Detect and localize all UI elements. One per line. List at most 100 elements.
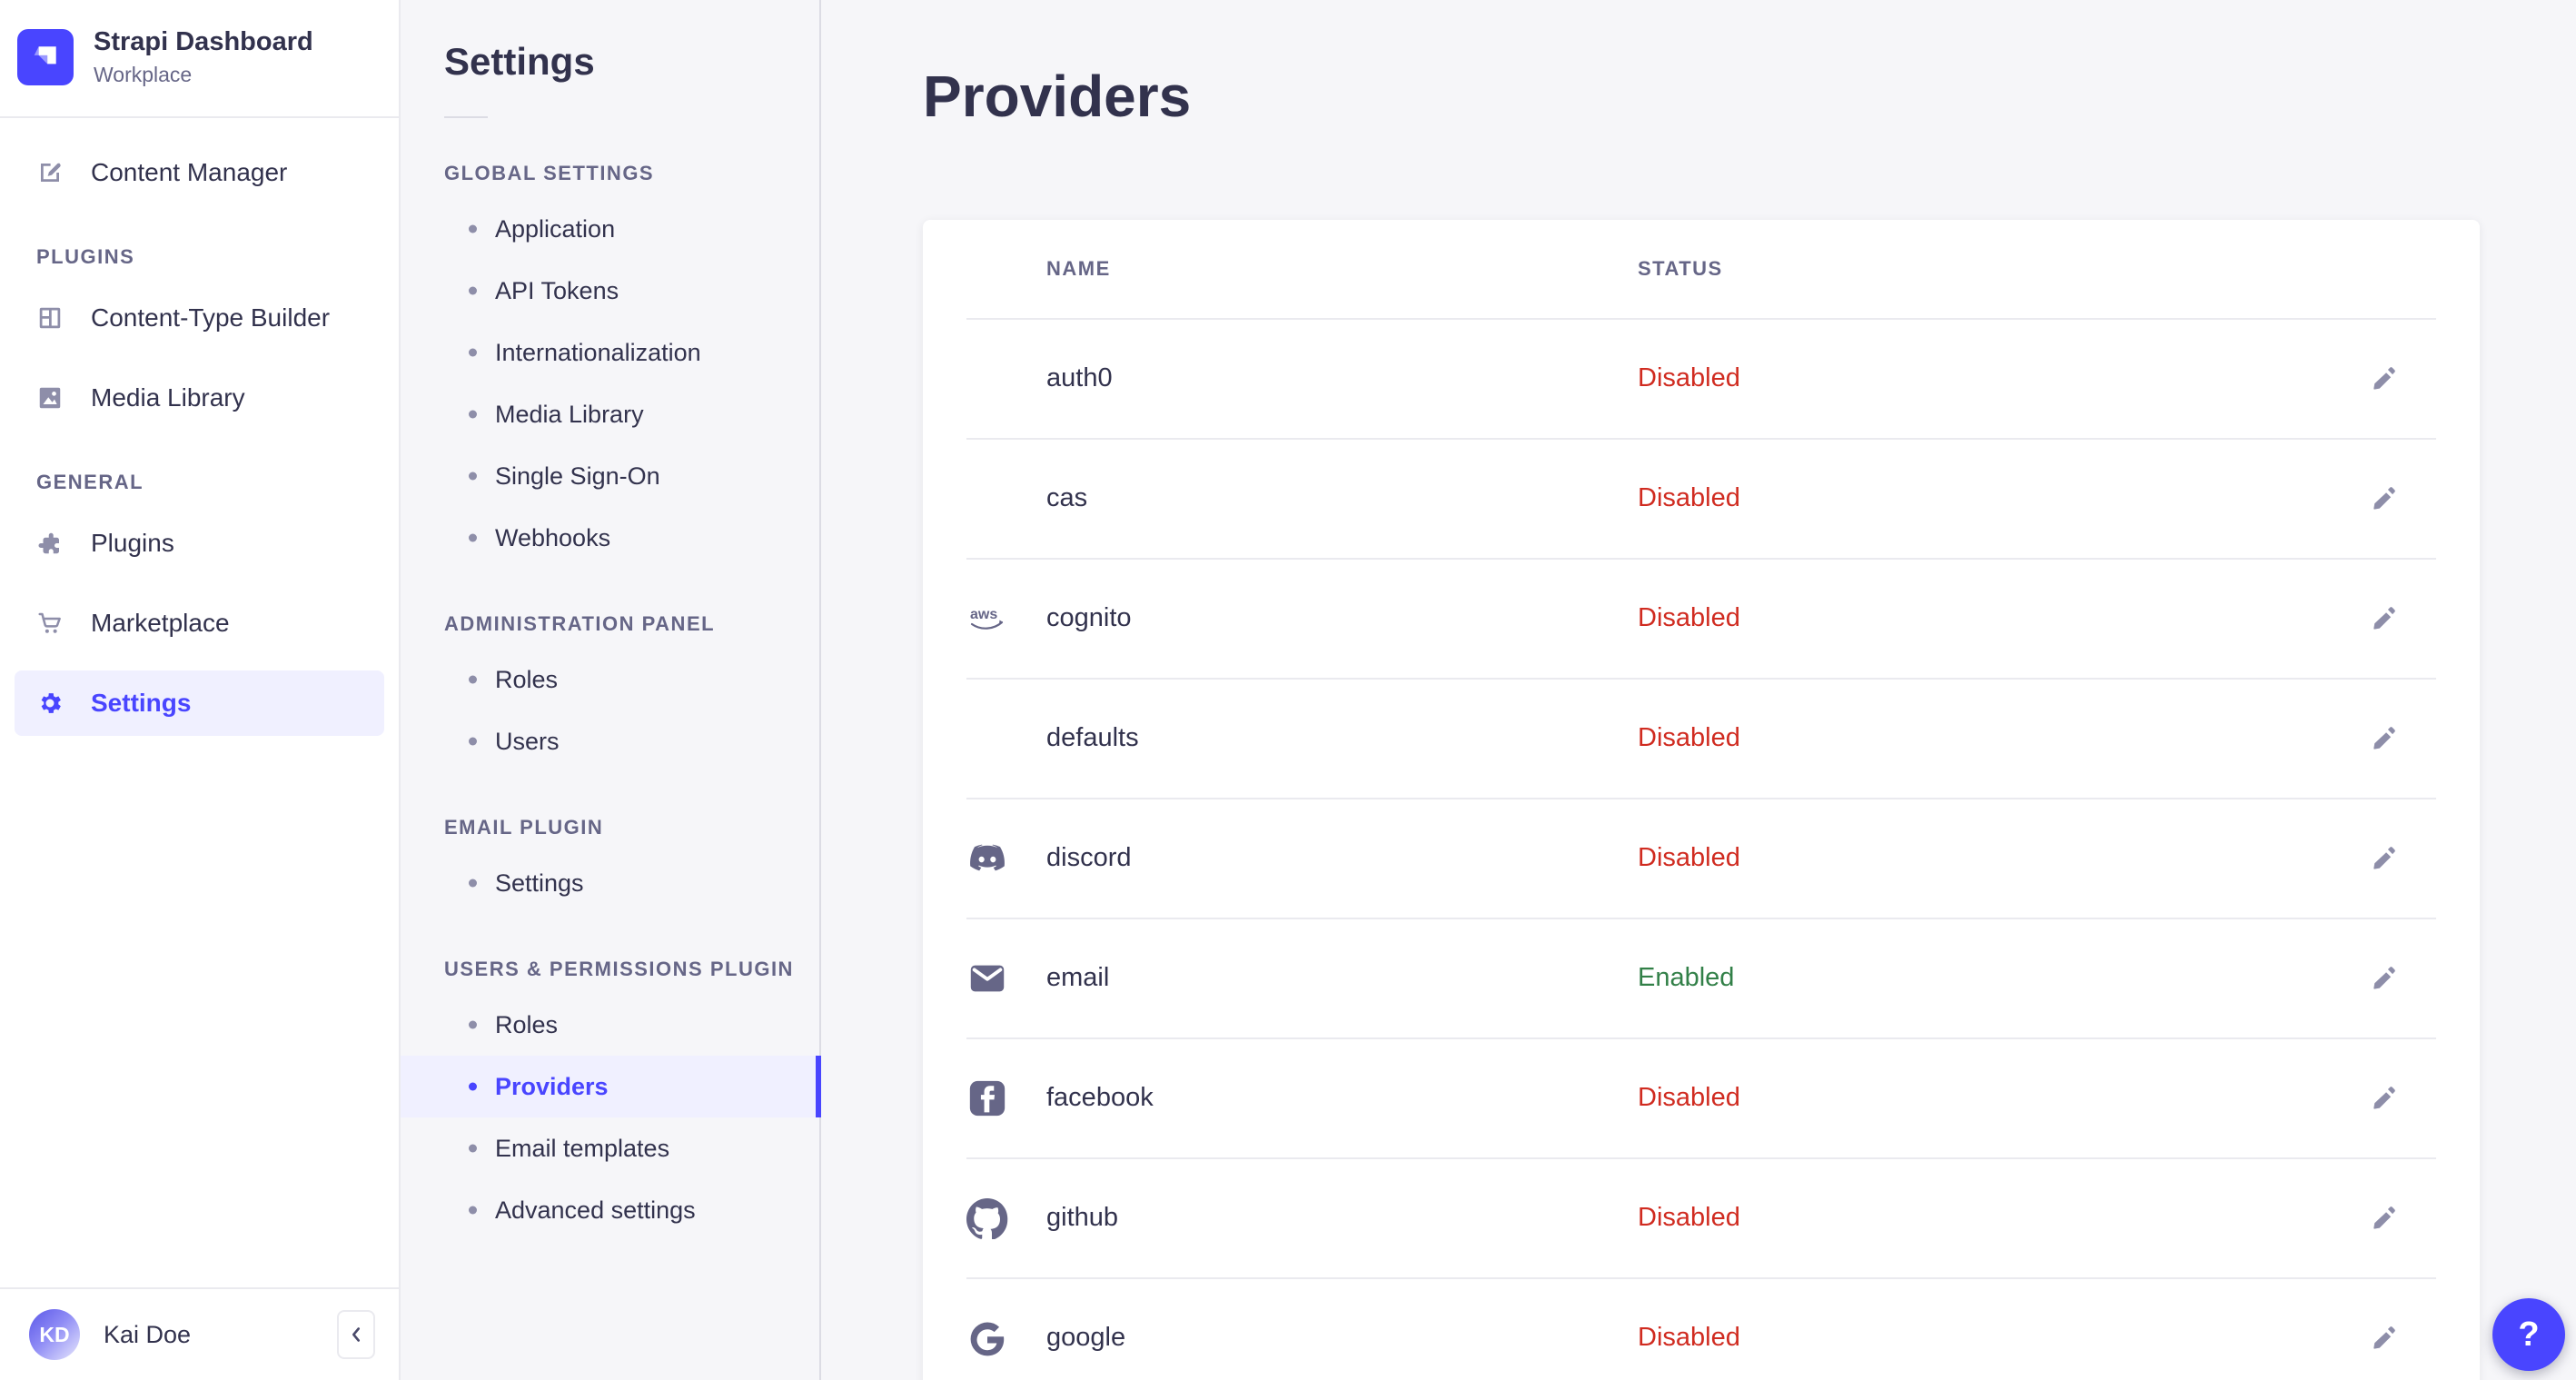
provider-name: email [1046,963,1110,993]
sidebar-section-plugins: PLUGINS [36,245,135,269]
bullet-dot [469,1206,477,1215]
provider-icon-slot [966,358,1008,400]
table-row[interactable]: github Disabled [966,1159,2436,1279]
subnav-list-administration-panel: Roles Users [401,649,819,772]
settings-nav-item[interactable]: Users [401,710,819,772]
sidebar-item-content-type-builder[interactable]: Content-Type Builder [15,285,384,351]
collapse-sidebar-button[interactable] [337,1310,375,1359]
subnav-list-users-permissions-plugin: Roles Providers Email templates Advanced… [401,994,821,1241]
settings-nav-item[interactable]: Webhooks [401,507,819,569]
edit-provider-button[interactable] [2363,1198,2403,1238]
providers-table-card: NAME STATUS auth0 Disabled [923,219,2480,1380]
sidebar-item-marketplace[interactable]: Marketplace [15,591,384,656]
settings-nav-item[interactable]: Single Sign-On [401,445,819,507]
avatar: KD [29,1309,80,1360]
sidebar-item-media-library[interactable]: Media Library [15,365,384,431]
brand: Strapi Dashboard Workplace [0,0,399,119]
bullet-dot [469,675,477,684]
edit-provider-button[interactable] [2363,1078,2403,1118]
aws-icon: aws [966,598,1008,640]
settings-nav-item[interactable]: Settings [401,852,819,914]
subnav-section-email-plugin: EMAIL PLUGIN [444,816,604,839]
settings-nav-item[interactable]: Providers [401,1056,821,1117]
edit-provider-button[interactable] [2363,359,2403,399]
settings-nav-item[interactable]: Internationalization [401,322,819,383]
provider-name: google [1046,1323,1126,1353]
settings-subnav: Settings GLOBAL SETTINGS Application API… [401,0,821,1380]
table-header: NAME STATUS [966,220,2436,320]
main-sidebar: Strapi Dashboard Workplace Content Manag… [0,0,401,1380]
settings-nav-item-label: API Tokens [495,276,619,304]
settings-nav-item-label: Webhooks [495,523,611,551]
provider-name: discord [1046,843,1132,873]
settings-nav-item[interactable]: API Tokens [401,260,819,322]
subnav-section-administration-panel: ADMINISTRATION PANEL [444,612,716,635]
table-row[interactable]: auth0 Disabled [966,320,2436,440]
edit-pencil-icon [2369,364,2398,393]
settings-nav-item[interactable]: Application [401,198,819,260]
settings-nav-item[interactable]: Email templates [401,1117,819,1179]
edit-pencil-icon [2369,844,2398,873]
settings-nav-item-label: Application [495,214,616,243]
provider-name: defaults [1046,723,1139,753]
discord-icon [966,838,1008,879]
sidebar-item-label: Marketplace [91,609,230,638]
sidebar-footer: KD Kai Doe [0,1287,399,1380]
provider-status: Enabled [1638,963,1735,993]
sidebar-item-label: Settings [91,689,192,718]
table-row[interactable]: cas Disabled [966,440,2436,560]
settings-nav-item-label: Settings [495,869,584,897]
table-row[interactable]: email Enabled [966,919,2436,1039]
bullet-dot [469,410,477,419]
provider-status: Disabled [1638,1083,1740,1113]
strapi-logo-icon [17,29,74,86]
google-icon [966,1317,1008,1359]
table-row[interactable]: aws cognito Disabled [966,560,2436,680]
provider-icon-slot [966,478,1008,520]
github-icon [966,1197,1008,1239]
table-row[interactable]: defaults Disabled [966,680,2436,799]
settings-nav-item[interactable]: Media Library [401,383,819,445]
settings-nav-item[interactable]: Advanced settings [401,1179,819,1241]
edit-pencil-icon [2369,724,2398,753]
edit-provider-button[interactable] [2363,719,2403,759]
edit-provider-button[interactable] [2363,839,2403,879]
provider-status: Disabled [1638,363,1740,393]
settings-nav-item[interactable]: Roles [401,649,819,710]
settings-nav-item-label: Roles [495,1010,559,1038]
settings-gear-icon [36,690,64,717]
edit-provider-button[interactable] [2363,599,2403,639]
bullet-dot [469,533,477,542]
bullet-dot [469,1082,477,1091]
bullet-dot [469,348,477,357]
edit-provider-button[interactable] [2363,479,2403,519]
bullet-dot [469,472,477,481]
edit-pencil-icon [2369,1204,2398,1233]
table-row[interactable]: facebook Disabled [966,1039,2436,1159]
sidebar-item-settings[interactable]: Settings [15,670,384,737]
provider-status: Disabled [1638,1323,1740,1353]
edit-pencil-icon [2369,604,2398,633]
subnav-section-users-permissions-plugin: USERS & PERMISSIONS PLUGIN [444,958,794,980]
table-row[interactable]: discord Disabled [966,799,2436,919]
help-button[interactable]: ? [2492,1298,2565,1371]
sidebar-item-plugins[interactable]: Plugins [15,511,384,576]
provider-status: Disabled [1638,1203,1740,1233]
settings-nav-item[interactable]: Roles [401,994,819,1056]
table-row[interactable]: google Disabled [966,1279,2436,1380]
media-library-icon [36,384,64,412]
settings-nav-item-label: Users [495,727,560,755]
edit-provider-button[interactable] [2363,1318,2403,1358]
bullet-dot [469,737,477,746]
edit-provider-button[interactable] [2363,958,2403,998]
sidebar-item-content-manager[interactable]: Content Manager [15,140,384,205]
bullet-dot [469,286,477,295]
question-mark-icon: ? [2518,1315,2540,1354]
edit-pencil-icon [2369,964,2398,993]
provider-status: Disabled [1638,723,1740,753]
settings-nav-item-label: Internationalization [495,338,701,366]
sidebar-item-label: Plugins [91,529,174,558]
content-type-builder-icon [36,304,64,332]
edit-pencil-icon [2369,484,2398,513]
sidebar-item-label: Content-Type Builder [91,303,331,333]
